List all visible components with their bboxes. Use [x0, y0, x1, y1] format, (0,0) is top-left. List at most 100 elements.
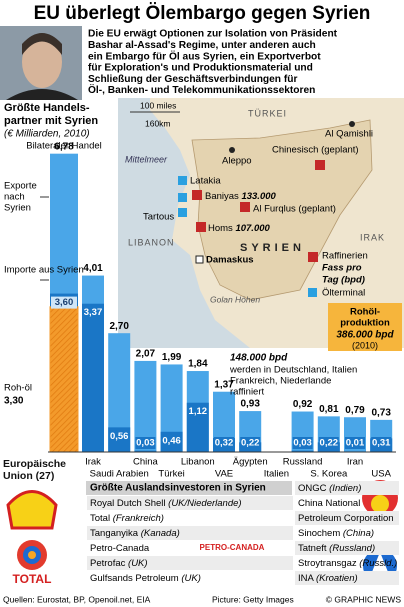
- x-tick-label: VAE: [215, 469, 233, 480]
- header-line: für Exploration's und Produktionsmateria…: [88, 63, 313, 74]
- refinery-bpd: 133.000: [241, 191, 276, 202]
- photo-face: [22, 36, 62, 88]
- header-line: Schließung der Geschäftsverbindungen für: [88, 74, 297, 85]
- investor: Petrofac (UK): [90, 558, 148, 569]
- investor: Tanganyika (Kanada): [90, 528, 180, 539]
- terminal-icon: [178, 176, 187, 185]
- x-tick-label: Saudi Arabien: [90, 469, 149, 480]
- value-label: 1,12: [189, 406, 208, 417]
- value-label: 0,03: [293, 438, 312, 449]
- chart-title: partner mit Syrien: [4, 115, 98, 127]
- investor: Royal Dutch Shell (UK/Niederlande): [90, 498, 242, 509]
- credit: © GRAPHIC NEWS: [326, 594, 402, 604]
- refinery-icon: [240, 202, 250, 212]
- refinery-label: Homs 107.000: [208, 223, 271, 234]
- value-label: 0,03: [136, 438, 155, 449]
- value-label-box: [83, 306, 103, 319]
- investor-country: (China): [343, 528, 374, 539]
- bar-imports: [291, 450, 314, 452]
- value-label: 0,73: [371, 408, 391, 419]
- investor-country: (UK): [128, 558, 148, 569]
- value-label: 0,32: [215, 438, 234, 449]
- investor-name: Petroleum Corporation: [298, 513, 394, 524]
- city-label: Latakia: [190, 176, 221, 187]
- country-label: LIBANON: [128, 237, 175, 247]
- investor: Total (Frankreich): [90, 513, 164, 524]
- investor: Petro-Canada: [90, 543, 150, 554]
- refined-text: werden in Deutschland, Italien: [229, 365, 357, 376]
- value-label: 0,31: [372, 438, 391, 449]
- picture-credit: Picture: Getty Images: [212, 594, 294, 604]
- row-band: [87, 556, 293, 570]
- production-box: [328, 303, 402, 351]
- value-label: 1,37: [214, 379, 234, 390]
- refinery-icon: [315, 160, 325, 170]
- value-label-box: [318, 437, 339, 449]
- investor: China National: [298, 498, 360, 509]
- investor-name: China National: [298, 498, 360, 509]
- value-label-box: [187, 405, 208, 418]
- investor-country: (Russld.): [359, 558, 397, 569]
- x-tick-label: Russland: [283, 457, 323, 468]
- photo-hair: [22, 33, 62, 55]
- investor: ONGC (Indien): [298, 483, 361, 494]
- bar-total: [134, 360, 157, 452]
- header-line: Öl-, Banken- und Telekommunikationssekto…: [88, 83, 315, 96]
- city-label: Al Qamishli: [325, 129, 373, 140]
- bar-imports: [134, 450, 157, 452]
- legend-icon: [308, 252, 318, 262]
- bar-chart: 6,78 3,60 Irak 4,01 3,37 Saudi Arabien 2,70 0,5…: [4, 141, 396, 480]
- investor-country: (Kanada): [141, 528, 180, 539]
- refinery-name: Homs: [208, 223, 233, 234]
- city-label: Aleppo: [222, 156, 252, 167]
- value-label: 0,79: [345, 405, 365, 416]
- row-band: [295, 571, 399, 585]
- value-label: 0,81: [319, 404, 339, 415]
- value-label: 2,70: [109, 321, 129, 332]
- value-label: 0,92: [293, 399, 313, 410]
- city-dot: [349, 121, 355, 127]
- scale-label: 160km: [145, 118, 171, 128]
- photo: [0, 26, 82, 100]
- production-label: Rohöl-: [350, 307, 380, 318]
- logo-shape: [6, 490, 58, 530]
- value-label-box: [292, 437, 313, 449]
- refined-text: raffiniert: [230, 387, 265, 398]
- investor-name: Total: [90, 513, 110, 524]
- investor: Petroleum Corporation: [298, 513, 394, 524]
- value-label-box: [109, 430, 130, 443]
- value-label: 0,01: [346, 438, 365, 449]
- value-label-box: [135, 437, 156, 449]
- x-tick-label: Irak: [85, 457, 101, 468]
- x-tick-label: Iran: [347, 457, 363, 468]
- annotation: Exporte: [4, 181, 37, 192]
- investor: Stroytransgaz (Russld.): [298, 558, 397, 569]
- logo-shape: [28, 551, 36, 559]
- x-tick-label: Italien: [264, 469, 289, 480]
- row-band: [87, 526, 293, 540]
- investor-name: Sinochem: [298, 528, 340, 539]
- logo-text: PETRO-CANADA: [200, 543, 265, 552]
- x-tick-label: China: [133, 457, 159, 468]
- map: 100 miles 160km Mittelmeer TÜRKEI IRAK L…: [118, 98, 404, 351]
- country-label: TÜRKEI: [248, 108, 287, 118]
- value-label-box: [345, 437, 365, 449]
- investor-name: Petro-Canada: [90, 543, 150, 554]
- investor-name: ONGC: [298, 483, 327, 494]
- investors: Größte Auslandsinvestoren in Syrien TOTA…: [6, 480, 399, 586]
- sea-label: Mittelmeer: [125, 154, 168, 164]
- refinery-label: Chinesisch (geplant): [272, 145, 359, 156]
- row-band: [295, 511, 399, 525]
- refinery-bpd: 107.000: [235, 223, 270, 234]
- refinery-label: Baniyas 133.000: [205, 191, 277, 202]
- title: EU überlegt Ölembargo gegen Syrien: [34, 3, 371, 24]
- value-label-box: [240, 437, 261, 449]
- value-label: 6,78: [54, 141, 74, 152]
- production-label: produktion: [340, 318, 390, 329]
- header-line: Die EU erwägt Optionen zur Isolation von…: [88, 29, 338, 40]
- investor-country: (UK/Niederlande): [168, 498, 241, 509]
- legend-label: Ölterminal: [322, 288, 365, 299]
- investor-country: (Russland): [329, 543, 375, 554]
- photo-suit: [6, 89, 78, 100]
- value-label: 1,99: [162, 352, 182, 363]
